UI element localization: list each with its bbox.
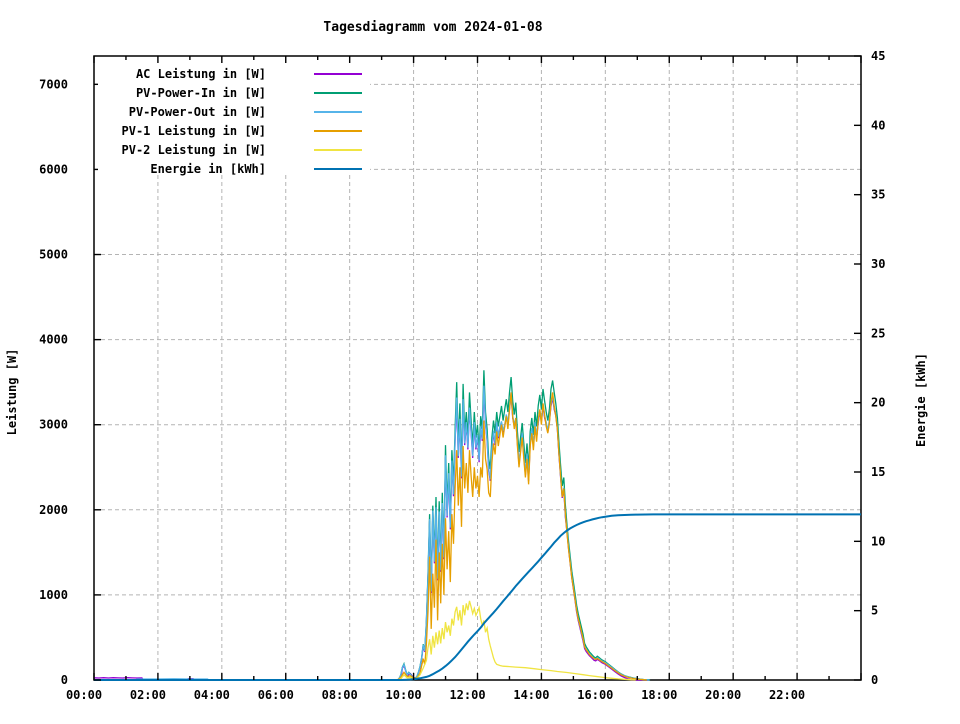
series-line-energie-in-kwh bbox=[94, 513, 861, 681]
legend-item: Energie in [kWh] bbox=[150, 162, 362, 176]
legend-item: AC Leistung in [W] bbox=[136, 67, 362, 81]
y2-tick-label: 0 bbox=[871, 673, 878, 687]
series-line-pv-2-leistung-in-w bbox=[94, 600, 636, 681]
grid bbox=[94, 56, 862, 680]
x-tick-label: 20:00 bbox=[705, 688, 741, 702]
legend-label: PV-Power-In in [W] bbox=[136, 86, 266, 100]
y2-tick-label: 10 bbox=[871, 534, 885, 548]
x-tick-label: 06:00 bbox=[258, 688, 294, 702]
y2-tick-label: 20 bbox=[871, 396, 885, 410]
x-tick-label: 04:00 bbox=[194, 688, 230, 702]
legend-item: PV-1 Leistung in [W] bbox=[122, 124, 362, 138]
y2-axis-label: Energie [kWh] bbox=[914, 353, 928, 447]
y-tick-label: 1000 bbox=[39, 588, 68, 602]
y-tick-label: 5000 bbox=[39, 248, 68, 262]
series-layer bbox=[93, 370, 861, 681]
series-line-ac-leistung-in-w bbox=[93, 387, 649, 681]
y-axis-label: Leistung [W] bbox=[5, 349, 19, 436]
y2-tick-label: 45 bbox=[871, 49, 885, 63]
series-line-pv-1-leistung-in-w bbox=[94, 392, 647, 681]
x-tick-label: 00:00 bbox=[66, 688, 102, 702]
x-tick-label: 22:00 bbox=[769, 688, 805, 702]
y-tick-label: 0 bbox=[61, 673, 68, 687]
y-tick-label: 3000 bbox=[39, 418, 68, 432]
chart-title: Tagesdiagramm vom 2024-01-08 bbox=[323, 20, 542, 35]
legend: AC Leistung in [W] PV-Power-In in [W] PV-P… bbox=[98, 63, 370, 176]
axis-tick-labels: 00:00 02:00 04:00 06:00 08:00 10:00 12:00 14:00… bbox=[39, 49, 885, 702]
legend-label: Energie in [kWh] bbox=[150, 162, 266, 176]
legend-label: AC Leistung in [W] bbox=[136, 67, 266, 81]
legend-label: PV-2 Leistung in [W] bbox=[122, 143, 267, 157]
y2-tick-label: 40 bbox=[871, 118, 885, 132]
x-tick-label: 02:00 bbox=[130, 688, 166, 702]
legend-label: PV-Power-Out in [W] bbox=[129, 105, 266, 119]
y-tick-label: 4000 bbox=[39, 333, 68, 347]
y2-tick-label: 30 bbox=[871, 257, 885, 271]
y-tick-label: 6000 bbox=[39, 162, 68, 176]
x-tick-label: 18:00 bbox=[641, 688, 677, 702]
x-tick-label: 08:00 bbox=[322, 688, 358, 702]
x-tick-label: 12:00 bbox=[449, 688, 485, 702]
y2-tick-label: 5 bbox=[871, 604, 878, 618]
x-tick-label: 10:00 bbox=[386, 688, 422, 702]
x-tick-label: 14:00 bbox=[513, 688, 549, 702]
legend-item: PV-Power-Out in [W] bbox=[129, 105, 362, 119]
y2-tick-label: 15 bbox=[871, 465, 885, 479]
axis-ticks bbox=[93, 55, 862, 681]
legend-label: PV-1 Leistung in [W] bbox=[122, 124, 267, 138]
y-tick-label: 2000 bbox=[39, 503, 68, 517]
y2-tick-label: 35 bbox=[871, 188, 885, 202]
x-tick-label: 16:00 bbox=[577, 688, 613, 702]
legend-item: PV-2 Leistung in [W] bbox=[122, 143, 362, 157]
series-line-pv-power-out-in-w bbox=[94, 385, 650, 681]
legend-item: PV-Power-In in [W] bbox=[136, 86, 362, 100]
y2-tick-label: 25 bbox=[871, 326, 885, 340]
y-tick-label: 7000 bbox=[39, 77, 68, 91]
legend-box bbox=[98, 63, 370, 175]
